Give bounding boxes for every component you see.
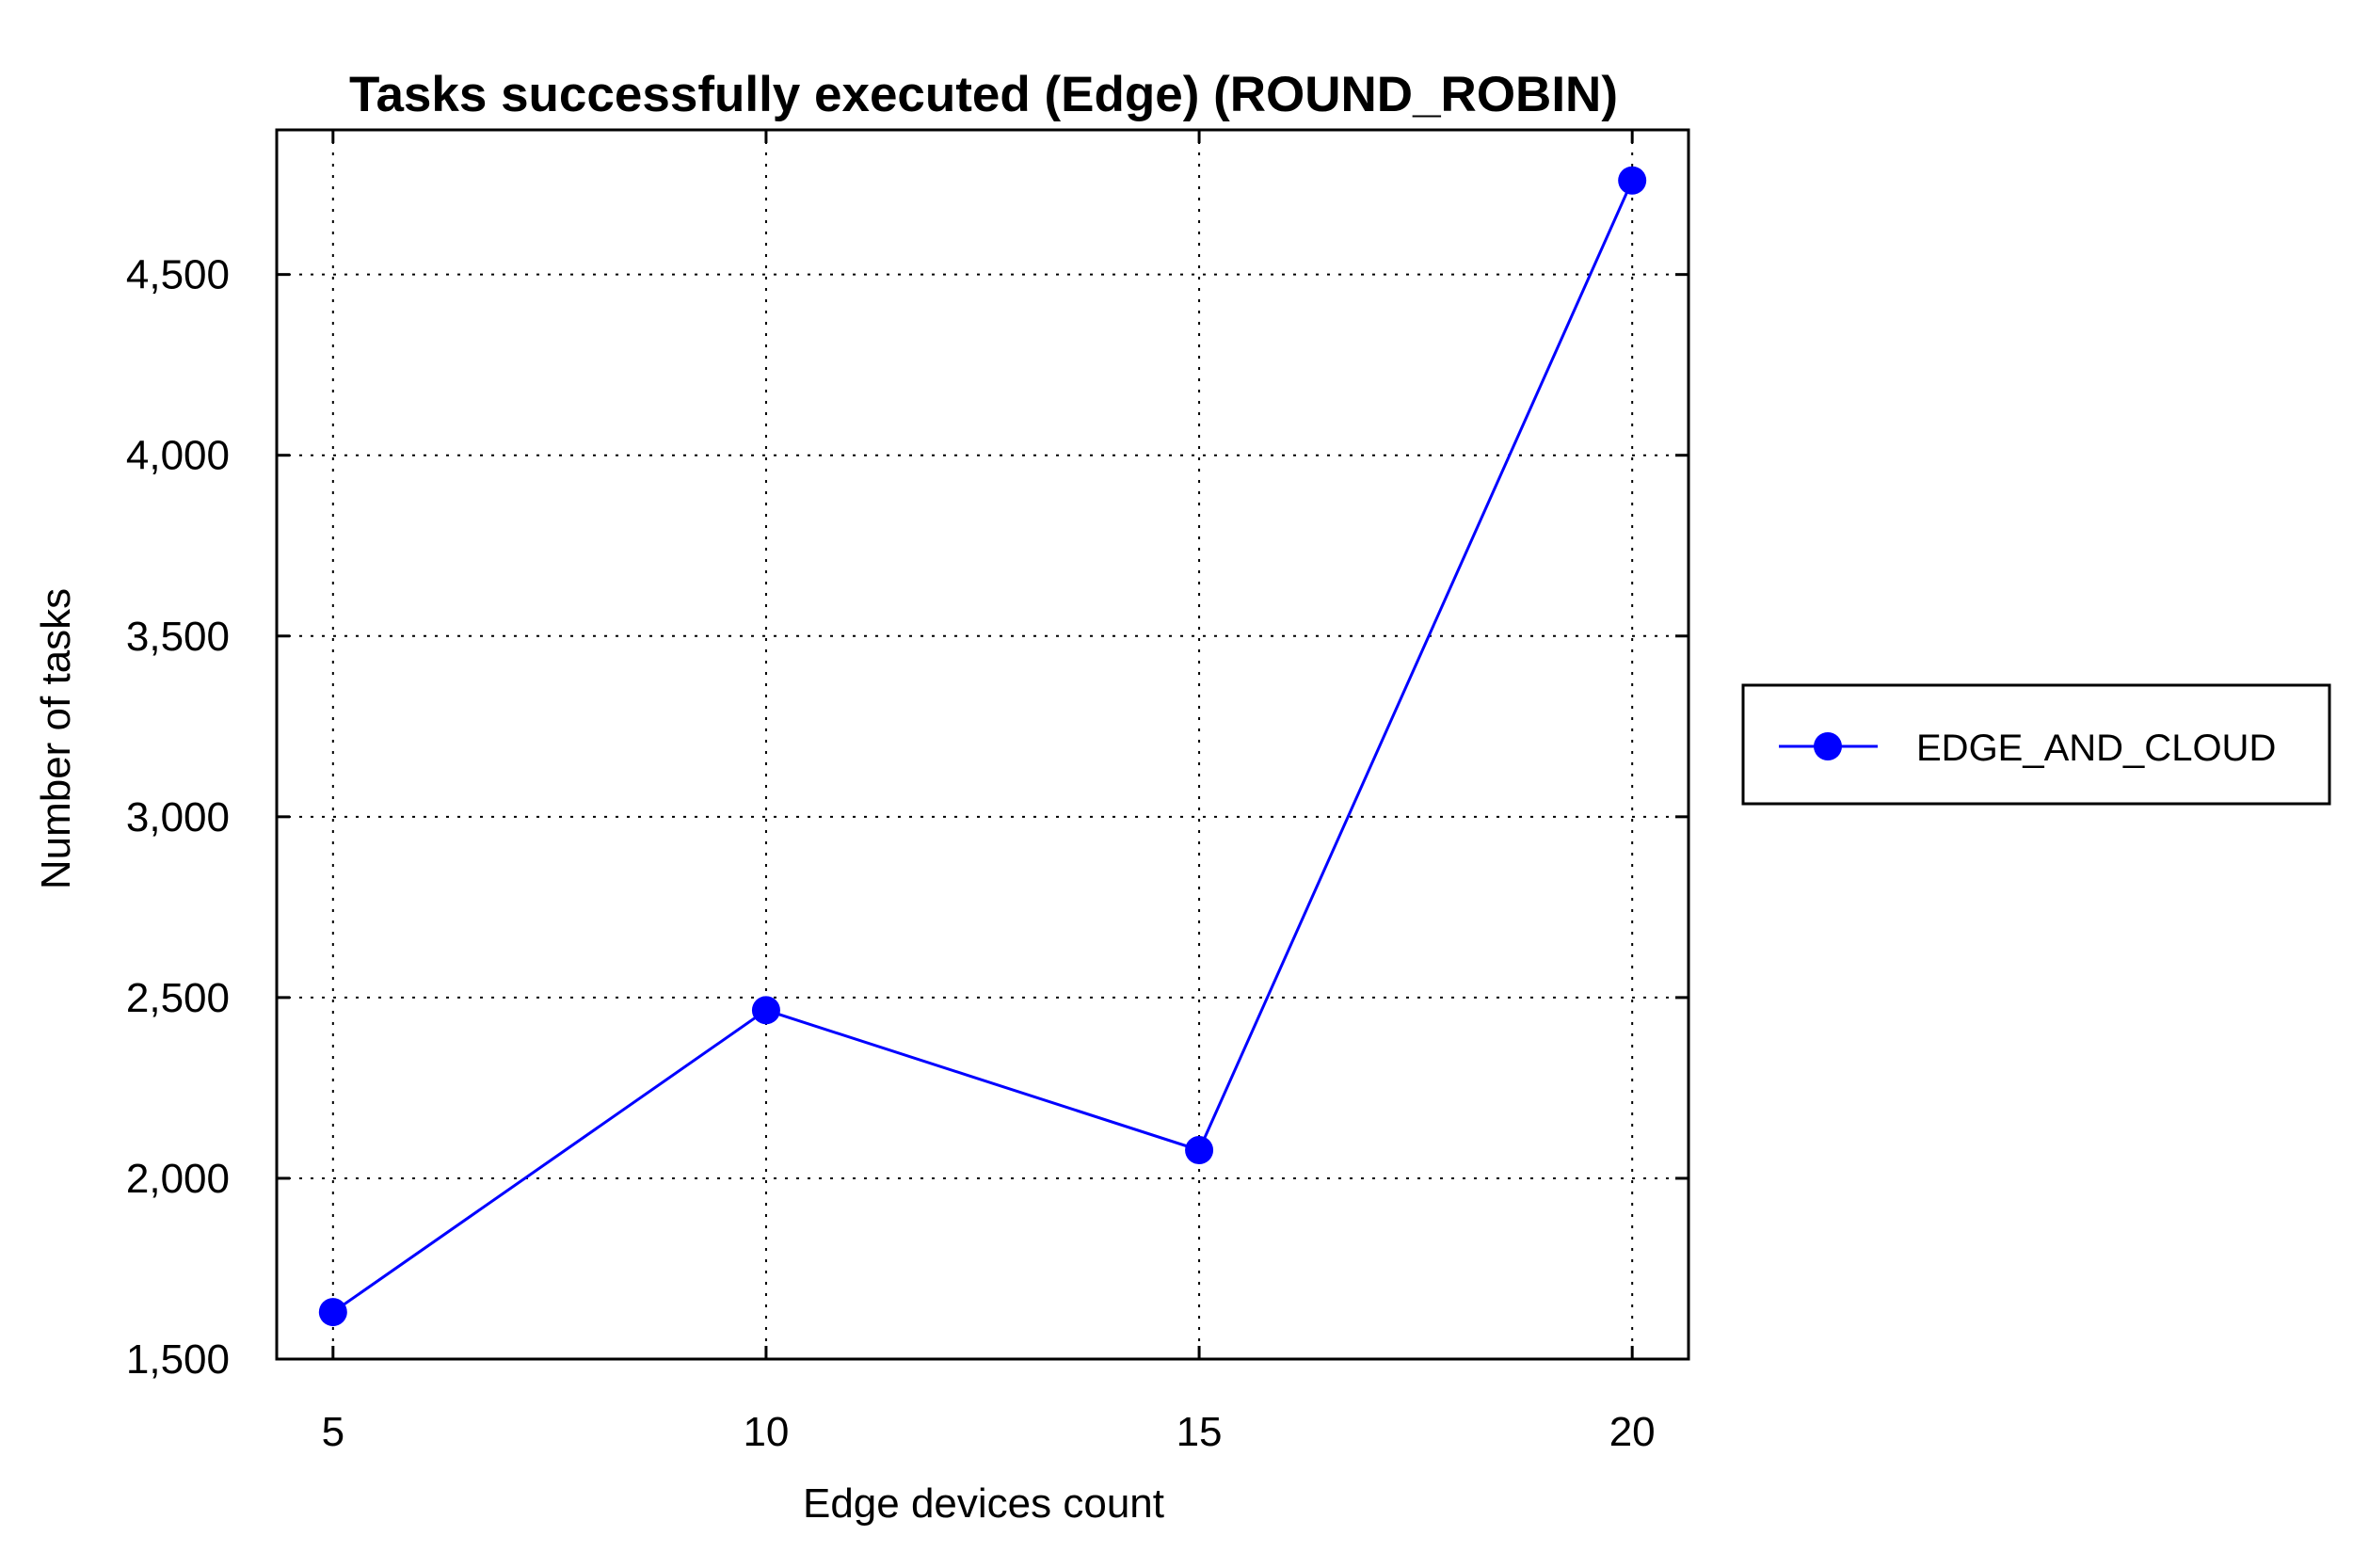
y-tick-label: 4,000 [126,433,230,479]
x-axis-label: Edge devices count [803,1480,1164,1527]
legend-series-marker [1814,732,1842,760]
chart-title: Tasks successfully executed (Edge) (ROUN… [349,67,1618,122]
y-tick-label: 2,500 [126,975,230,1021]
series-line [331,180,1634,1314]
series-lines [331,180,1634,1314]
y-tick-label: 1,500 [126,1336,230,1383]
legend: EDGE_AND_CLOUD [1741,683,2331,806]
x-tick-label: 10 [743,1409,789,1455]
x-tick-label: 5 [322,1409,344,1455]
y-axis-label: Number of tasks [33,588,79,889]
y-tick-label: 3,000 [126,794,230,840]
data-point [751,996,780,1025]
plot-area-frame [275,128,1690,1361]
y-axis-tick-labels: 1,500 2,000 2,500 3,000 3,500 4,000 4,500 [126,252,230,1383]
data-point [1185,1135,1214,1164]
x-axis-tick-labels: 5 10 15 20 [322,1409,1656,1455]
x-tick-label: 15 [1176,1409,1223,1455]
series-markers [318,166,1647,1327]
data-point [1618,166,1647,195]
grid-lines [277,130,1689,1359]
axis-ticks [277,130,1689,1361]
data-point [318,1298,347,1327]
y-tick-label: 3,500 [126,614,230,660]
x-tick-label: 20 [1609,1409,1656,1455]
y-tick-label: 2,000 [126,1156,230,1202]
legend-series-label: EDGE_AND_CLOUD [1916,728,2276,769]
y-tick-label: 4,500 [126,252,230,298]
